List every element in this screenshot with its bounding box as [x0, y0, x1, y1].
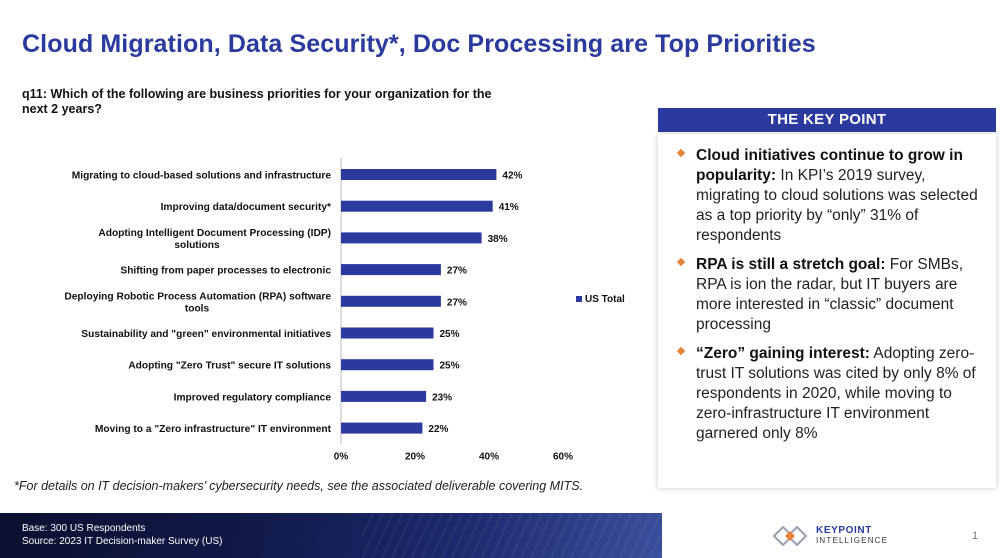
- category-label: Sustainability and "green" environmental…: [81, 329, 331, 340]
- footer-source-text: Source: 2023 IT Decision-maker Survey (U…: [22, 535, 223, 547]
- category-label: Adopting "Zero Trust" secure IT solution…: [128, 361, 331, 372]
- key-point-heading: RPA is still a stretch goal:: [696, 256, 886, 273]
- key-point-text: Adopting zero-trust IT solutions was cit…: [696, 345, 976, 442]
- diamond-bullet-icon: [676, 148, 686, 158]
- page-number: 1: [972, 530, 979, 542]
- category-label-line: tools: [185, 303, 210, 314]
- footer-base-text: Base: 300 US Respondents: [22, 523, 146, 534]
- key-point-text: For SMBs, RPA is ion the radar, but IT b…: [696, 256, 964, 333]
- key-point-header: THE KEY POINT: [658, 108, 996, 132]
- category-label-line: Improved regulatory compliance: [174, 392, 332, 403]
- legend-swatch: [576, 296, 582, 302]
- diamond-bullet-icon: [676, 346, 686, 356]
- category-label: Shifting from paper processes to electro…: [120, 266, 331, 277]
- category-label: Deploying Robotic Process Automation (RP…: [64, 291, 331, 314]
- data-label: 27%: [447, 266, 467, 277]
- category-label: Migrating to cloud-based solutions and i…: [72, 171, 332, 182]
- key-point-heading: Cloud initiatives continue to grow in po…: [696, 147, 963, 184]
- bar: [341, 390, 427, 402]
- bar: [341, 200, 493, 212]
- footer-source: Base: 300 US Respondents Source: 2023 IT…: [22, 523, 222, 548]
- logo-text-intelligence: INTELLIGENCE: [816, 536, 889, 545]
- logo-text-keypoint: KEYPOINT: [816, 525, 872, 536]
- data-label: 38%: [488, 234, 508, 245]
- category-label: Improved regulatory compliance: [174, 392, 332, 403]
- footer-band: Base: 300 US Respondents Source: 2023 IT…: [0, 513, 662, 558]
- x-tick-label: 60%: [553, 452, 573, 463]
- survey-question: q11: Which of the following are business…: [22, 87, 492, 116]
- data-label: 25%: [440, 361, 460, 372]
- category-label: Adopting Intelligent Document Processing…: [98, 228, 331, 251]
- category-label-line: Migrating to cloud-based solutions and i…: [72, 171, 332, 182]
- bar-chart: 42% Migrating to cloud-based solutions an…: [64, 158, 625, 463]
- category-label-line: Deploying Robotic Process Automation (RP…: [64, 291, 331, 302]
- bar: [341, 295, 441, 307]
- key-point-item: “Zero” gaining interest: Adopting zero-t…: [676, 344, 986, 444]
- category-label: Improving data/document security*: [161, 202, 331, 213]
- category-label-line: Sustainability and "green" environmental…: [81, 329, 331, 340]
- bar: [341, 422, 423, 434]
- diamond-bullet-icon: [676, 257, 686, 267]
- x-tick-label: 20%: [405, 452, 425, 463]
- category-label-line: Shifting from paper processes to electro…: [120, 266, 331, 277]
- category-label-line: solutions: [174, 240, 220, 251]
- legend-label: US Total: [585, 294, 625, 305]
- key-point-heading: “Zero” gaining interest:: [696, 345, 870, 362]
- bar: [341, 232, 482, 244]
- category-label-line: Adopting "Zero Trust" secure IT solution…: [128, 361, 331, 372]
- bar: [341, 264, 441, 276]
- logo-diamonds-icon: [772, 525, 808, 547]
- data-label: 27%: [447, 297, 467, 308]
- key-point-item: RPA is still a stretch goal: For SMBs, R…: [676, 255, 986, 335]
- key-point-panel: Cloud initiatives continue to grow in po…: [658, 134, 996, 488]
- category-label-line: Moving to a "Zero infrastructure" IT env…: [95, 424, 332, 435]
- category-label-line: Adopting Intelligent Document Processing…: [98, 228, 331, 239]
- bar: [341, 327, 434, 339]
- x-tick-label: 40%: [479, 452, 499, 463]
- key-point-list: Cloud initiatives continue to grow in po…: [676, 146, 986, 453]
- data-label: 42%: [502, 171, 522, 182]
- x-tick-label: 0%: [334, 452, 349, 463]
- footnote: *For details on IT decision-makers’ cybe…: [14, 479, 584, 493]
- bar: [341, 169, 497, 180]
- data-label: 22%: [428, 424, 448, 435]
- keypoint-logo: KEYPOINT INTELLIGENCE: [770, 521, 900, 551]
- key-point-item: Cloud initiatives continue to grow in po…: [676, 146, 986, 246]
- bar: [341, 359, 434, 371]
- slide-title: Cloud Migration, Data Security*, Doc Pro…: [22, 30, 816, 58]
- data-label: 41%: [499, 202, 519, 213]
- category-label-line: Improving data/document security*: [161, 202, 331, 213]
- data-label: 23%: [432, 392, 452, 403]
- category-label: Moving to a "Zero infrastructure" IT env…: [95, 424, 332, 435]
- key-point-text: In KPI’s 2019 survey, migrating to cloud…: [696, 167, 978, 244]
- data-label: 25%: [440, 329, 460, 340]
